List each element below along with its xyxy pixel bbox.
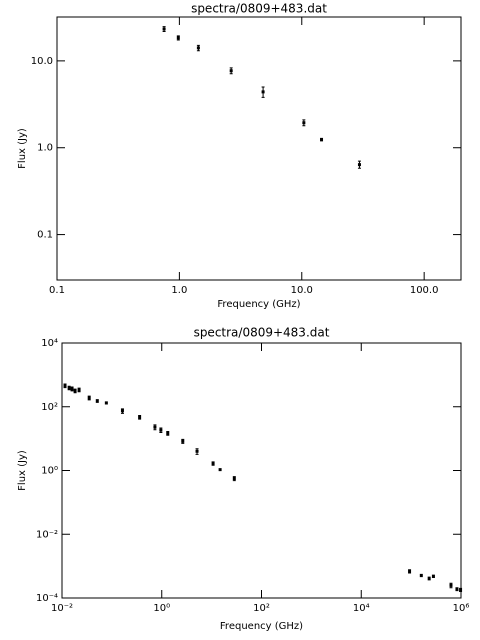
data-point [196,44,200,52]
data-point [229,67,233,75]
data-point [357,160,361,169]
x-tick-label: 10⁰ [153,603,170,614]
data-point [181,438,185,444]
x-tick-label: 1.0 [171,285,187,296]
data-point [87,395,91,401]
x-tick-label: 10⁶ [453,603,470,614]
data-point [77,387,81,393]
data-point [455,587,459,592]
x-tick-label: 10² [253,603,270,614]
data-point [302,119,306,127]
y-tick-label: 10.0 [31,56,53,67]
x-tick-label: 10⁴ [353,603,370,614]
plot: spectra/0809+483.dat Frequency (GHz) Flux … [17,2,462,310]
plot-frame [56,16,462,281]
data-point [261,86,265,98]
x-tick-label: 100.0 [410,285,439,296]
y-tick-label: 10² [41,402,58,413]
data-point [218,468,222,472]
y-axis-label: Flux (Jy) [17,450,28,491]
data-point [70,386,74,392]
plot-frame [61,342,462,599]
data-point [211,461,215,466]
y-tick-label: 10⁰ [41,466,58,477]
data-point [73,388,77,394]
data-point [431,574,435,578]
data-point [162,26,166,32]
data-point [459,587,463,592]
data-point [195,448,199,455]
x-axis-label: Frequency (GHz) [217,299,300,310]
data-point [63,383,67,389]
data-point [153,424,157,431]
data-point [449,582,453,589]
data-point [159,427,163,434]
data-point [67,385,71,391]
x-tick-label: 0.1 [49,285,65,296]
x-tick-label: 10⁻² [51,603,73,614]
x-tick-label: 10.0 [291,285,313,296]
data-point [138,415,142,420]
data-point [427,576,431,581]
data-point [232,476,236,482]
data-point [104,401,108,405]
y-tick-label: 10⁻⁴ [36,593,58,604]
y-tick-label: 10⁴ [41,338,58,349]
data-point [419,573,423,578]
plot: spectra/0809+483.dat Frequency (GHz) Flux … [17,326,469,633]
data-point [408,569,412,574]
data-point [320,137,324,142]
data-point [120,408,124,414]
y-tick-label: 1.0 [37,143,53,154]
chart-title: spectra/0809+483.dat [194,326,330,340]
y-tick-label: 10⁻² [36,529,58,540]
x-axis-label: Frequency (GHz) [220,621,303,632]
chart-title: spectra/0809+483.dat [191,2,327,16]
data-point [176,35,180,41]
data-point [95,399,99,403]
data-point [166,430,170,436]
y-axis-label: Flux (Jy) [17,128,28,169]
y-tick-label: 0.1 [37,230,53,241]
